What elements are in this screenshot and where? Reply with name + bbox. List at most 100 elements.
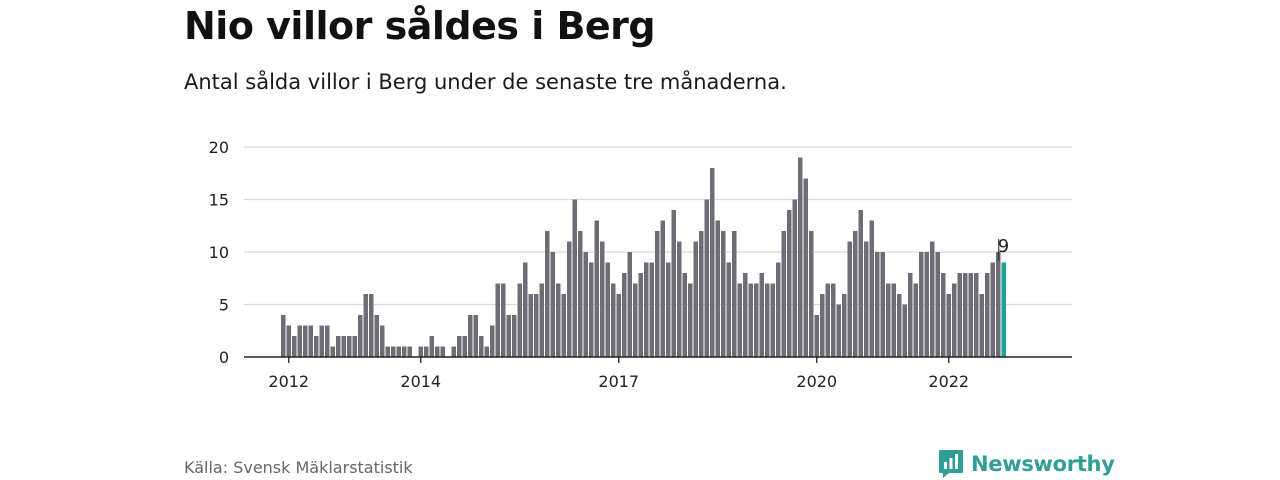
- bar: [374, 315, 379, 357]
- bar: [418, 346, 423, 357]
- bar: [556, 283, 561, 357]
- bar: [688, 283, 693, 357]
- y-tick-label: 0: [219, 348, 229, 367]
- bar: [820, 294, 825, 357]
- bar: [924, 252, 929, 357]
- brand-name: Newsworthy: [971, 452, 1115, 476]
- bar: [358, 315, 363, 357]
- bar: [600, 241, 605, 357]
- bar: [721, 231, 726, 357]
- chart-title: Nio villor såldes i Berg: [184, 4, 656, 48]
- bar: [605, 262, 610, 357]
- bar: [660, 220, 665, 357]
- bar: [435, 346, 440, 357]
- bar: [336, 336, 341, 357]
- bar: [627, 252, 632, 357]
- bar: [528, 294, 533, 357]
- newsworthy-logo-icon: [939, 450, 963, 478]
- bar: [671, 210, 676, 357]
- bar: [897, 294, 902, 357]
- bar: [545, 231, 550, 357]
- bar: [792, 199, 797, 357]
- bar: [297, 325, 302, 357]
- bar: [814, 315, 819, 357]
- bar: [875, 252, 880, 357]
- bar: [534, 294, 539, 357]
- bar: [325, 325, 330, 357]
- bar: [858, 210, 863, 357]
- bar: [655, 231, 660, 357]
- x-tick-label: 2014: [400, 372, 441, 391]
- bar: [341, 336, 346, 357]
- bar: [501, 283, 506, 357]
- bar: [567, 241, 572, 357]
- x-tick-label: 2012: [268, 372, 309, 391]
- bar: [506, 315, 511, 357]
- bar: [512, 315, 517, 357]
- bar: [941, 273, 946, 357]
- bar: [451, 346, 456, 357]
- bar: [369, 294, 374, 357]
- y-tick-label: 10: [209, 243, 229, 262]
- bar: [644, 262, 649, 357]
- bar: [699, 231, 704, 357]
- bar: [330, 346, 335, 357]
- bar: [847, 241, 852, 357]
- bar: [457, 336, 462, 357]
- bar: [319, 325, 324, 357]
- bar-chart: 0 5 10 15 20 2012 2014 2017 2020 2022 9: [209, 138, 1072, 391]
- bar: [611, 283, 616, 357]
- bar: [913, 283, 918, 357]
- bar: [292, 336, 297, 357]
- bar: [693, 241, 698, 357]
- bar: [440, 346, 445, 357]
- bar: [770, 283, 775, 357]
- bar: [809, 231, 814, 357]
- bar: [391, 346, 396, 357]
- bar: [589, 262, 594, 357]
- bar: [523, 262, 528, 357]
- bar: [380, 325, 385, 357]
- x-tick-label: 2020: [796, 372, 837, 391]
- bar: [633, 283, 638, 357]
- highlight-value-label: 9: [998, 236, 1009, 257]
- bar: [886, 283, 891, 357]
- bar: [407, 346, 412, 357]
- source-note: Källa: Svensk Mäklarstatistik: [184, 458, 413, 477]
- bar: [495, 283, 500, 357]
- bar: [754, 283, 759, 357]
- bar: [946, 294, 951, 357]
- bar: [979, 294, 984, 357]
- bar: [825, 283, 830, 357]
- newsworthy-brand[interactable]: Newsworthy: [938, 449, 1115, 479]
- bar: [864, 241, 869, 357]
- bar: [429, 336, 434, 357]
- bar: [990, 262, 995, 357]
- bar: [677, 241, 682, 357]
- bar: [831, 283, 836, 357]
- bar: [902, 304, 907, 357]
- bar: [710, 168, 715, 357]
- bar: [930, 241, 935, 357]
- bar: [787, 210, 792, 357]
- bar: [561, 294, 566, 357]
- bar: [869, 220, 874, 357]
- bar: [616, 294, 621, 357]
- bar: [715, 220, 720, 357]
- bar: [352, 336, 357, 357]
- bar: [396, 346, 401, 357]
- bar: [622, 273, 627, 357]
- bar: [781, 231, 786, 357]
- bar: [479, 336, 484, 357]
- bar: [776, 262, 781, 357]
- bar: [550, 252, 555, 357]
- bar: [308, 325, 313, 357]
- x-tick-label: 2022: [928, 372, 969, 391]
- bar: [935, 252, 940, 357]
- bar: [539, 283, 544, 357]
- bar: [968, 273, 973, 357]
- bar: [919, 252, 924, 357]
- bar: [996, 252, 1001, 357]
- bar: [803, 178, 808, 357]
- bar: [908, 273, 913, 357]
